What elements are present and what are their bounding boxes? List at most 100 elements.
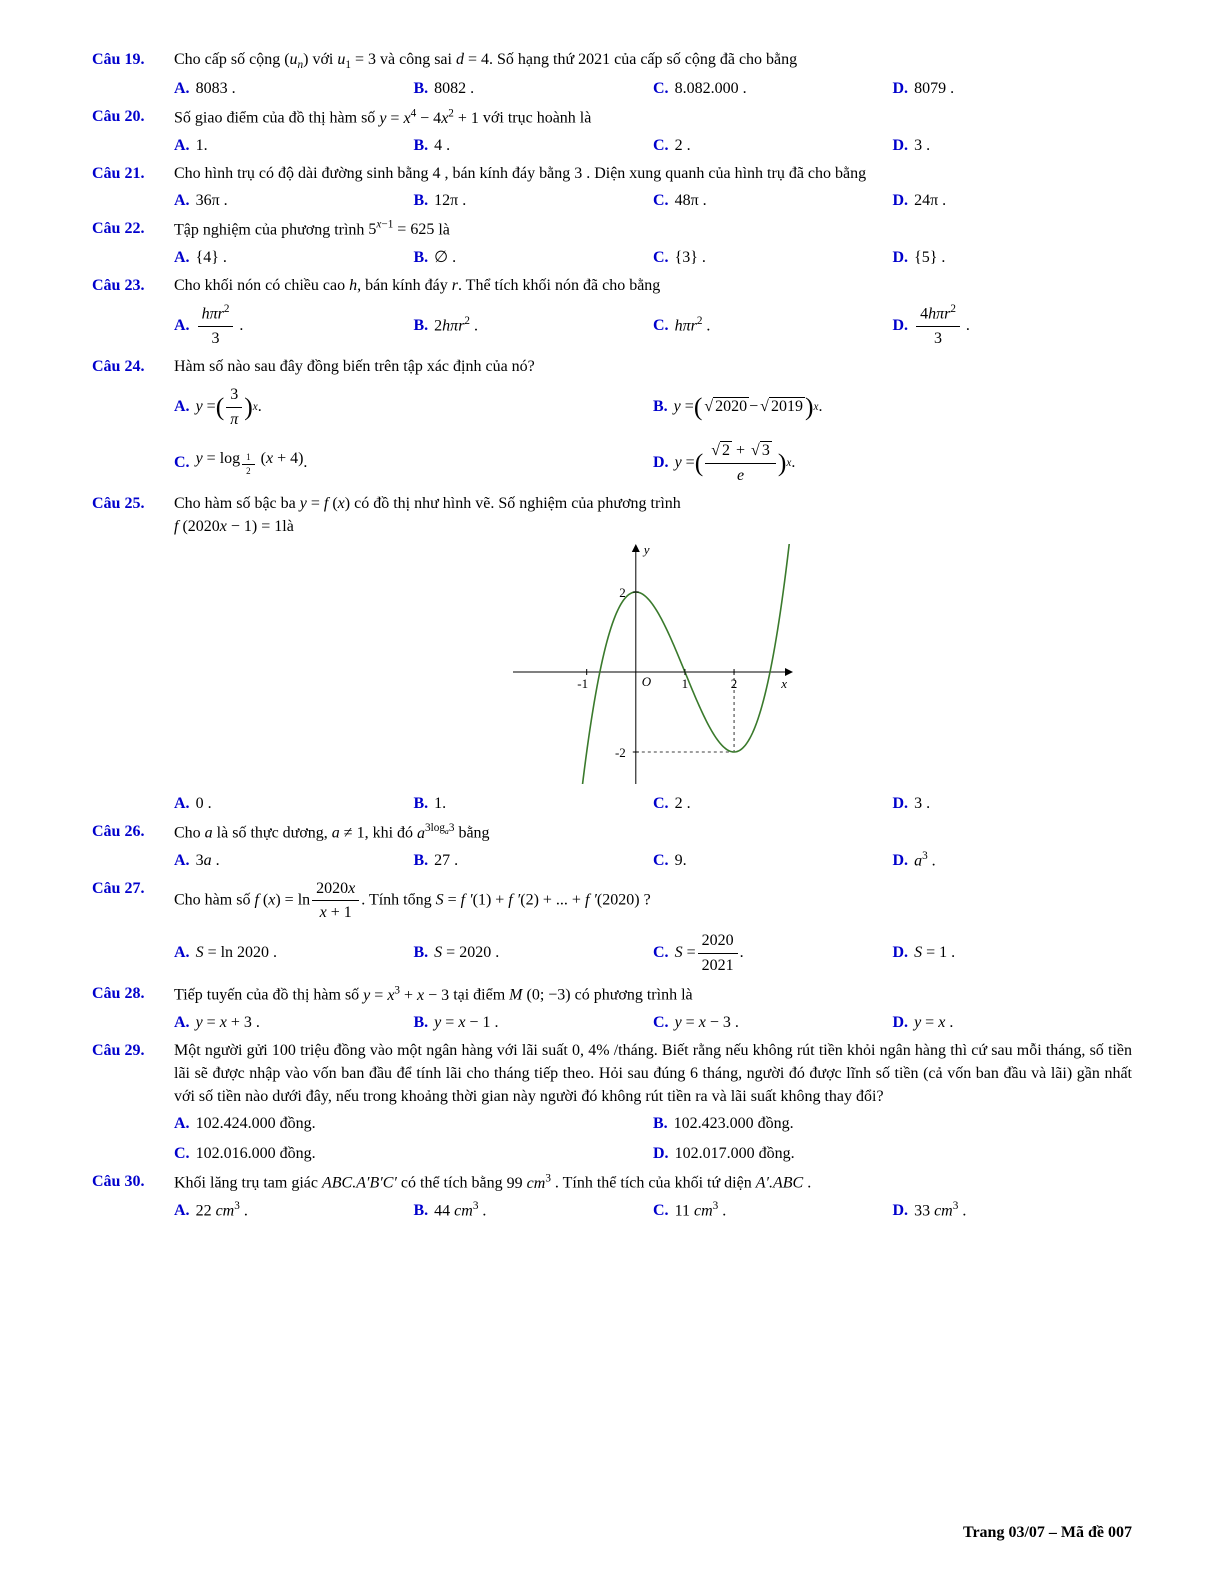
graph-25: Oxy-1122-2 (174, 544, 1132, 784)
option-19-c[interactable]: C.8.082.000 . (653, 75, 893, 103)
option-28-a[interactable]: A.y = x + 3 . (174, 1009, 414, 1037)
question-text: Tập nghiệm của phương trình 5x−1 = 625 l… (174, 217, 1132, 242)
option-30-c[interactable]: C.11 cm3 . (653, 1197, 893, 1225)
option-19-a[interactable]: A.8083 . (174, 75, 414, 103)
question-text: Số giao điểm của đồ thị hàm số y = x4 − … (174, 105, 1132, 130)
options-30: A.22 cm3 . B.44 cm3 . C.11 cm3 . D.33 cm… (174, 1197, 1132, 1225)
question-label: Câu 27. (92, 877, 174, 900)
option-24-b[interactable]: B. y = (2020 − 2019)x . (653, 380, 1132, 434)
option-24-d[interactable]: D. y = (2 + 3e)x . (653, 436, 1132, 490)
question-text: Hàm số nào sau đây đồng biến trên tập xá… (174, 355, 1132, 378)
options-23: A. hπr23 . B.2hπr2 . C.hπr2 . D. 4hπr23 … (174, 299, 1132, 353)
option-29-b[interactable]: B.102.423.000 đồng. (653, 1110, 1132, 1138)
svg-text:x: x (780, 676, 787, 691)
option-23-c[interactable]: C.hπr2 . (653, 299, 893, 353)
option-22-a[interactable]: A.{4} . (174, 244, 414, 272)
option-22-b[interactable]: B.∅ . (414, 244, 654, 272)
question-29: Câu 29. Một người gửi 100 triệu đồng vào… (92, 1039, 1132, 1109)
question-text: Cho cấp số cộng (un) với u1 = 3 và công … (174, 48, 1132, 73)
option-21-c[interactable]: C.48π . (653, 187, 893, 215)
page-footer: Trang 03/07 – Mã đề 007 (963, 1524, 1132, 1542)
option-29-d[interactable]: D.102.017.000 đồng. (653, 1140, 1132, 1168)
option-25-c[interactable]: C.2 . (653, 790, 893, 818)
option-27-a[interactable]: A.S = ln 2020 . (174, 926, 414, 980)
option-29-c[interactable]: C.102.016.000 đồng. (174, 1140, 653, 1168)
option-30-a[interactable]: A.22 cm3 . (174, 1197, 414, 1225)
option-27-c[interactable]: C.S = 20202021 . (653, 926, 893, 980)
options-26: A.3a . B.27 . C.9. D.a3 . (174, 847, 1132, 875)
option-20-d[interactable]: D.3 . (893, 132, 1133, 160)
option-23-a[interactable]: A. hπr23 . (174, 299, 414, 353)
option-22-d[interactable]: D.{5} . (893, 244, 1133, 272)
option-24-c[interactable]: C. y = log12 (x + 4) . (174, 436, 653, 490)
option-20-a[interactable]: A.1. (174, 132, 414, 160)
question-label: Câu 28. (92, 982, 174, 1005)
option-25-a[interactable]: A.0 . (174, 790, 414, 818)
options-22: A.{4} . B.∅ . C.{3} . D.{5} . (174, 244, 1132, 272)
option-26-c[interactable]: C.9. (653, 847, 893, 875)
option-21-b[interactable]: B.12π . (414, 187, 654, 215)
option-19-d[interactable]: D.8079 . (893, 75, 1133, 103)
question-text: Cho a là số thực dương, a ≠ 1, khi đó a3… (174, 820, 1132, 845)
option-26-b[interactable]: B.27 . (414, 847, 654, 875)
question-label: Câu 23. (92, 274, 174, 297)
option-28-d[interactable]: D.y = x . (893, 1009, 1133, 1037)
options-27: A.S = ln 2020 . B.S = 2020 . C.S = 20202… (174, 926, 1132, 980)
options-29-row2: C.102.016.000 đồng. D.102.017.000 đồng. (174, 1140, 1132, 1168)
question-text: Khối lăng trụ tam giác ABC.A′B′C′ có thể… (174, 1170, 1132, 1195)
question-22: Câu 22. Tập nghiệm của phương trình 5x−1… (92, 217, 1132, 242)
question-text: Cho hàm số bậc ba y = f (x) có đồ thị nh… (174, 492, 1132, 538)
option-23-b[interactable]: B.2hπr2 . (414, 299, 654, 353)
option-22-c[interactable]: C.{3} . (653, 244, 893, 272)
option-19-b[interactable]: B.8082 . (414, 75, 654, 103)
option-29-a[interactable]: A.102.424.000 đồng. (174, 1110, 653, 1138)
option-21-d[interactable]: D.24π . (893, 187, 1133, 215)
question-24: Câu 24. Hàm số nào sau đây đồng biến trê… (92, 355, 1132, 378)
options-24-row1: A. y = (3π)x . B. y = (2020 − 2019)x . (174, 380, 1132, 434)
option-20-c[interactable]: C.2 . (653, 132, 893, 160)
svg-text:O: O (642, 674, 652, 689)
question-23: Câu 23. Cho khối nón có chiều cao h, bán… (92, 274, 1132, 297)
options-28: A.y = x + 3 . B.y = x − 1 . C.y = x − 3 … (174, 1009, 1132, 1037)
option-23-d[interactable]: D. 4hπr23 . (893, 299, 1133, 353)
option-25-d[interactable]: D.3 . (893, 790, 1133, 818)
options-20: A.1. B.4 . C.2 . D.3 . (174, 132, 1132, 160)
options-29-row1: A.102.424.000 đồng. B.102.423.000 đồng. (174, 1110, 1132, 1138)
question-label: Câu 20. (92, 105, 174, 128)
options-25: A.0 . B.1. C.2 . D.3 . (174, 790, 1132, 818)
option-28-b[interactable]: B.y = x − 1 . (414, 1009, 654, 1037)
option-28-c[interactable]: C.y = x − 3 . (653, 1009, 893, 1037)
question-label: Câu 24. (92, 355, 174, 378)
question-30: Câu 30. Khối lăng trụ tam giác ABC.A′B′C… (92, 1170, 1132, 1195)
question-text: Tiếp tuyến của đồ thị hàm số y = x3 + x … (174, 982, 1132, 1007)
options-19: A.8083 . B.8082 . C.8.082.000 . D.8079 . (174, 75, 1132, 103)
option-21-a[interactable]: A.36π . (174, 187, 414, 215)
option-25-b[interactable]: B.1. (414, 790, 654, 818)
option-20-b[interactable]: B.4 . (414, 132, 654, 160)
option-30-d[interactable]: D.33 cm3 . (893, 1197, 1133, 1225)
option-26-a[interactable]: A.3a . (174, 847, 414, 875)
option-24-a[interactable]: A. y = (3π)x . (174, 380, 653, 434)
question-27: Câu 27. Cho hàm số f (x) = ln2020xx + 1.… (92, 877, 1132, 924)
svg-text:-1: -1 (577, 676, 588, 691)
question-28: Câu 28. Tiếp tuyến của đồ thị hàm số y =… (92, 982, 1132, 1007)
question-25: Câu 25. Cho hàm số bậc ba y = f (x) có đ… (92, 492, 1132, 538)
option-26-d[interactable]: D.a3 . (893, 847, 1133, 875)
question-label: Câu 30. (92, 1170, 174, 1193)
question-label: Câu 26. (92, 820, 174, 843)
options-24-row2: C. y = log12 (x + 4) . D. y = (2 + 3e)x … (174, 436, 1132, 490)
option-27-b[interactable]: B.S = 2020 . (414, 926, 654, 980)
question-text: Một người gửi 100 triệu đồng vào một ngâ… (174, 1039, 1132, 1109)
svg-text:-2: -2 (615, 745, 626, 760)
question-19: Câu 19. Cho cấp số cộng (un) với u1 = 3 … (92, 48, 1132, 73)
option-27-d[interactable]: D.S = 1 . (893, 926, 1133, 980)
question-text: Cho khối nón có chiều cao h, bán kính đá… (174, 274, 1132, 297)
svg-text:y: y (642, 544, 650, 557)
question-label: Câu 21. (92, 162, 174, 185)
option-30-b[interactable]: B.44 cm3 . (414, 1197, 654, 1225)
question-21: Câu 21. Cho hình trụ có độ dài đường sin… (92, 162, 1132, 185)
page: { "colors": { "accent": "#0000cc", "text… (0, 0, 1224, 1584)
question-text: Cho hàm số f (x) = ln2020xx + 1. Tính tổ… (174, 877, 1132, 924)
question-text: Cho hình trụ có độ dài đường sinh bằng 4… (174, 162, 1132, 185)
cubic-graph-svg: Oxy-1122-2 (513, 544, 793, 784)
